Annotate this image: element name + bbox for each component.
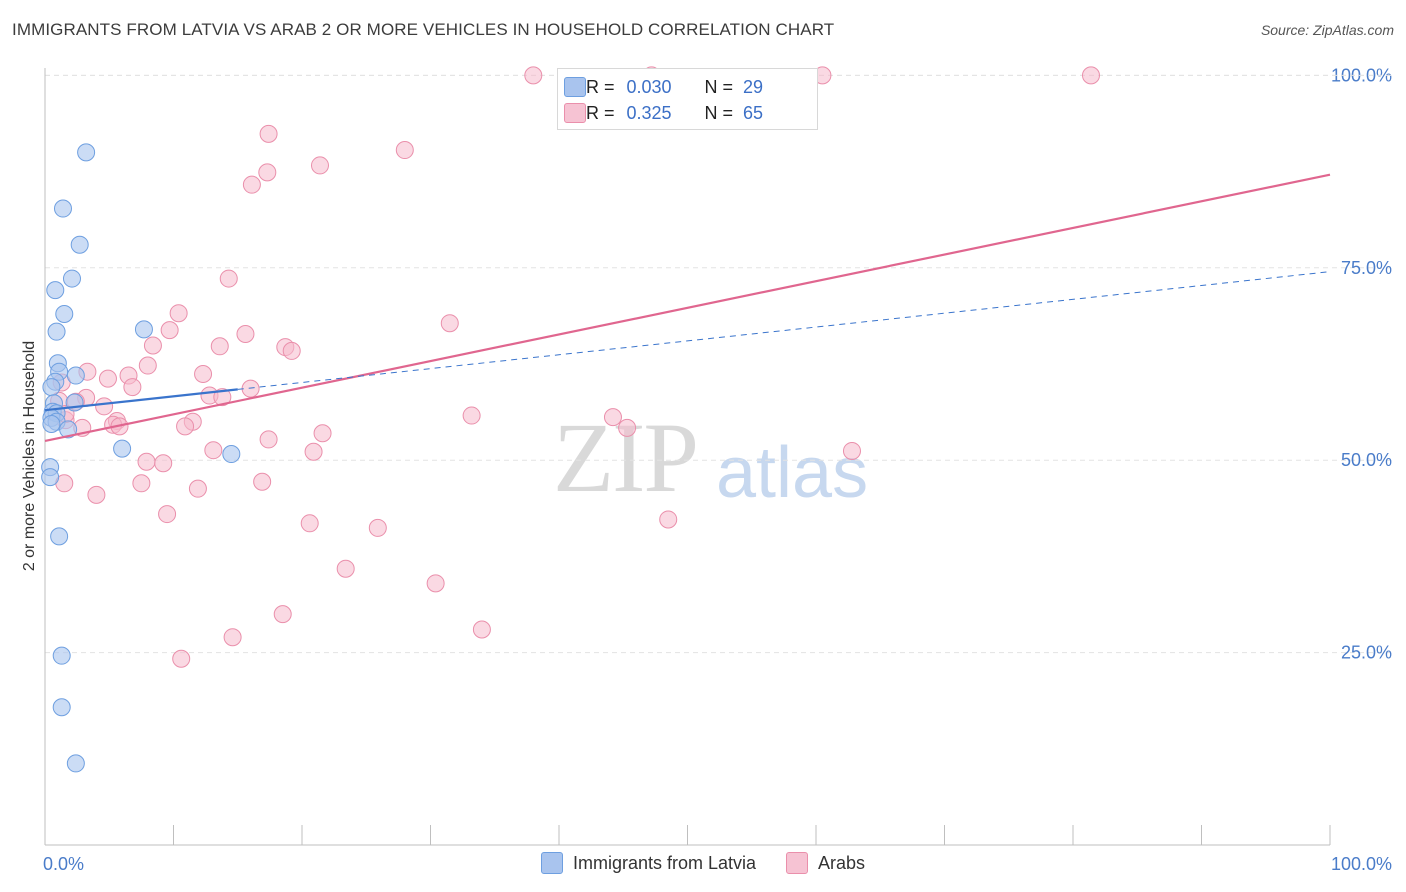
arab-point <box>842 441 861 460</box>
latvia-point <box>42 415 61 434</box>
arab-point <box>368 518 387 537</box>
legend-r-label: R = <box>586 76 615 97</box>
arabs-swatch <box>564 103 586 123</box>
arab-point <box>204 441 223 460</box>
latvia-point <box>47 322 66 341</box>
arab-point <box>242 175 261 194</box>
arab-point <box>132 474 151 493</box>
arab-point <box>176 417 195 436</box>
latvia-point <box>52 698 71 717</box>
y-tick-label: 25.0% <box>1341 643 1392 663</box>
latvia-point <box>66 366 85 385</box>
arab-point <box>282 341 301 360</box>
series-legend: Immigrants from Latvia Arabs <box>0 852 1406 874</box>
arab-trendline <box>44 173 1331 443</box>
latvia-point <box>53 199 72 218</box>
arab-point <box>236 324 255 343</box>
legend-row-latvia: R = 0.030 N = 29 <box>564 75 764 99</box>
arab-point <box>158 505 177 524</box>
arab-point <box>659 510 678 529</box>
latvia-trendline-extension <box>237 271 1331 390</box>
watermark-atlas: atlas <box>716 433 869 513</box>
legend-r-label: R = <box>586 102 615 123</box>
arab-point <box>259 124 278 143</box>
arab-point <box>188 479 207 498</box>
arab-point <box>462 406 481 425</box>
arab-point <box>1081 66 1100 85</box>
arab-point <box>172 649 191 668</box>
latvia-point <box>59 420 78 439</box>
y-tick-label: 50.0% <box>1341 450 1392 470</box>
legend-row-arabs: R = 0.325 N = 65 <box>564 101 764 125</box>
arab-point <box>603 408 622 427</box>
arab-point <box>304 442 323 461</box>
arab-point <box>618 418 637 437</box>
arab-point <box>273 605 292 624</box>
latvia-point <box>77 143 96 162</box>
latvia-legend-swatch <box>540 852 563 874</box>
arab-point <box>426 574 445 593</box>
chart-title: IMMIGRANTS FROM LATVIA VS ARAB 2 OR MORE… <box>12 20 835 39</box>
legend-n-label: N = <box>704 102 734 123</box>
arab-point <box>154 454 173 473</box>
arab-point <box>395 141 414 160</box>
latvia-point <box>42 378 61 397</box>
latvia-point <box>41 468 60 487</box>
latvia-point <box>134 320 153 339</box>
legend-n-value-latvia: 29 <box>743 76 764 97</box>
latvia-trendline <box>44 388 238 412</box>
legend-n-value-arabs: 65 <box>743 102 764 123</box>
arab-point <box>98 369 117 388</box>
x-tick-label: 100.0% <box>1331 854 1392 874</box>
arab-point <box>258 163 277 182</box>
latvia-point <box>46 281 65 300</box>
latvia-point <box>66 754 85 773</box>
latvia-point <box>52 646 71 665</box>
arab-point <box>313 424 332 443</box>
latvia-point <box>113 439 132 458</box>
legend-label-arabs: Arabs <box>818 852 866 873</box>
arab-point <box>241 379 260 398</box>
arab-point <box>259 430 278 449</box>
arab-point <box>213 388 232 407</box>
legend-item-latvia[interactable]: Immigrants from Latvia <box>540 852 757 874</box>
arab-point <box>210 337 229 356</box>
arab-point <box>138 356 157 375</box>
latvia-point <box>62 269 81 288</box>
arabs-legend-swatch <box>786 852 809 874</box>
arab-point <box>143 336 162 355</box>
x-tick-label: 0.0% <box>43 854 84 874</box>
legend-n-label: N = <box>704 76 734 97</box>
legend-label-latvia: Immigrants from Latvia <box>572 852 757 873</box>
chart-source: Source: ZipAtlas.com <box>1260 22 1394 38</box>
arab-point <box>300 514 319 533</box>
arab-point <box>95 397 114 416</box>
arab-point <box>253 472 272 491</box>
arab-point <box>223 628 242 647</box>
latvia-swatch <box>564 77 586 97</box>
arab-point <box>440 314 459 333</box>
legend-r-value-arabs: 0.325 <box>626 102 672 123</box>
latvia-point <box>50 527 69 546</box>
arab-point <box>169 304 188 323</box>
arab-point <box>310 156 329 175</box>
arab-point <box>137 452 156 471</box>
stats-legend: R = 0.030 N = 29 R = 0.325 N = 65 <box>557 68 818 130</box>
arab-point <box>219 269 238 288</box>
legend-item-arabs[interactable]: Arabs <box>786 852 865 874</box>
arab-point <box>336 559 355 578</box>
y-tick-label: 75.0% <box>1341 258 1392 278</box>
arab-point <box>194 365 213 383</box>
arab-point <box>160 321 179 340</box>
latvia-point <box>70 235 89 254</box>
arab-point <box>524 66 543 85</box>
arab-point <box>123 378 142 397</box>
arab-point <box>472 620 491 639</box>
latvia-point <box>55 304 74 323</box>
legend-r-value-latvia: 0.030 <box>626 76 672 97</box>
arab-point <box>87 485 106 504</box>
latvia-point <box>222 445 241 464</box>
